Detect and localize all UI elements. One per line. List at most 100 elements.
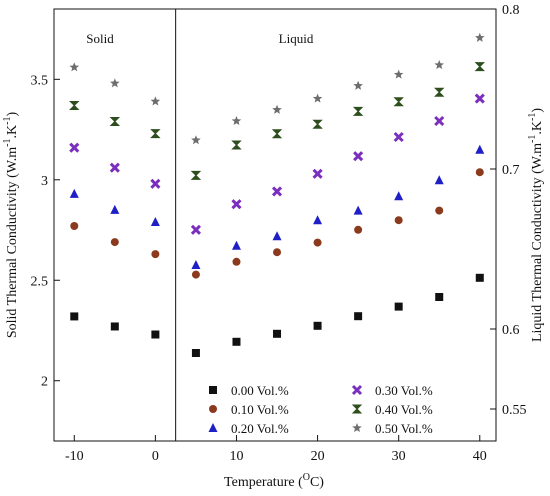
solid-point-series-2 — [151, 250, 160, 259]
liquid-point-series-3 — [313, 215, 323, 225]
y-right-tick-label: 0.55 — [502, 403, 527, 418]
legend: 0.00 Vol.% 0.10 Vol.% 0.20 Vol.% 0.30 Vol.%… — [208, 383, 433, 436]
liquid-point-series-1 — [475, 273, 484, 282]
legend-marker-4 — [351, 384, 363, 396]
x-tick-label: 30 — [392, 449, 406, 464]
liquid-point-series-5 — [434, 87, 445, 97]
solid-point-series-4 — [150, 178, 161, 189]
liquid-point-series-2 — [191, 270, 200, 279]
liquid-point-series-5 — [231, 140, 242, 150]
x-tick-label: 20 — [311, 449, 325, 464]
liquid-point-series-6 — [312, 93, 323, 103]
liquid-point-series-4 — [474, 93, 485, 104]
liquid-point-series-6 — [434, 60, 444, 70]
liquid-point-series-1 — [354, 312, 363, 321]
liquid-point-series-1 — [273, 329, 282, 338]
solid-point-series-5 — [109, 117, 121, 127]
liquid-point-series-2 — [354, 225, 363, 234]
liquid-point-series-1 — [191, 349, 200, 357]
solid-point-series-5 — [150, 129, 161, 139]
solid-point-series-2 — [110, 238, 119, 247]
liquid-point-series-3 — [231, 240, 241, 250]
y-left-tick-label: 3.5 — [31, 73, 49, 88]
solid-point-series-2 — [70, 222, 79, 231]
liquid-point-series-2 — [394, 216, 403, 225]
liquid-point-series-3 — [434, 175, 444, 185]
legend-label-4: 0.30 Vol.% — [375, 383, 433, 398]
legend-marker-2 — [209, 405, 217, 413]
y-left-tick-label: 2 — [41, 375, 48, 390]
liquid-point-series-6 — [475, 32, 485, 42]
liquid-point-series-4 — [190, 224, 201, 235]
liquid-point-series-6 — [191, 135, 201, 145]
legend-label-5: 0.40 Vol.% — [375, 402, 433, 417]
solid-point-series-4 — [69, 142, 80, 153]
y-left-tick-label: 2.5 — [31, 274, 49, 289]
solid-point-series-3 — [69, 188, 79, 198]
axis-ticks: -10 0 10 20 30 40 2 2.5 3 3.5 0.55 0.6 0.7 0.8 — [31, 3, 527, 464]
legend-marker-1 — [209, 386, 217, 394]
liquid-region-label: Liquid — [279, 31, 314, 46]
liquid-point-series-3 — [394, 191, 404, 201]
liquid-point-series-3 — [191, 260, 201, 269]
liquid-point-series-3 — [353, 205, 363, 215]
liquid-point-series-4 — [393, 131, 404, 143]
liquid-point-series-2 — [232, 257, 241, 266]
liquid-point-series-2 — [475, 168, 484, 177]
liquid-point-series-3 — [475, 144, 485, 154]
x-tick-label: 10 — [229, 449, 243, 464]
solid-point-series-1 — [70, 312, 79, 321]
liquid-point-series-6 — [272, 104, 282, 114]
solid-point-series-5 — [69, 100, 80, 110]
liquid-point-series-1 — [435, 293, 444, 301]
y-right-tick-label: 0.8 — [502, 3, 520, 18]
x-tick-label: 40 — [473, 449, 487, 464]
liquid-point-series-4 — [353, 151, 364, 162]
y-left-tick-label: 3 — [41, 174, 48, 189]
solid-point-series-6 — [110, 78, 120, 88]
x-tick-label: -10 — [65, 449, 84, 464]
y-right-tick-label: 0.6 — [502, 323, 520, 338]
legend-marker-5 — [351, 404, 363, 414]
legend-label-6: 0.50 Vol.% — [375, 421, 433, 436]
liquid-point-series-5 — [393, 97, 404, 107]
solid-point-series-3 — [150, 216, 160, 226]
y-axis-left-title: Solid Thermal Conductivity (W.m-1.K-1) — [2, 112, 20, 339]
solid-point-series-4 — [109, 162, 120, 173]
liquid-point-series-4 — [312, 168, 323, 179]
liquid-point-series-1 — [313, 321, 322, 330]
legend-marker-6 — [352, 423, 362, 433]
liquid-point-series-1 — [394, 302, 403, 311]
liquid-point-series-2 — [273, 248, 282, 257]
x-axis-title: Temperature (OC) — [224, 472, 324, 490]
liquid-point-series-5 — [190, 170, 202, 180]
legend-label-2: 0.10 Vol.% — [231, 402, 289, 417]
liquid-point-series-3 — [272, 231, 282, 241]
y-right-tick-label: 0.7 — [502, 163, 520, 178]
plot-frame — [53, 8, 497, 442]
liquid-point-series-4 — [231, 199, 242, 210]
x-tick-label: 0 — [152, 449, 159, 464]
legend-marker-3 — [208, 423, 218, 432]
liquid-point-series-5 — [352, 106, 364, 116]
data-marks — [69, 32, 485, 357]
liquid-point-series-5 — [271, 129, 283, 139]
liquid-point-series-5 — [474, 62, 485, 72]
solid-point-series-1 — [110, 322, 119, 331]
y-axis-right-title: Liquid Thermal Conductivity (W.m-1.K-1) — [527, 108, 545, 342]
liquid-point-series-2 — [435, 206, 444, 215]
solid-point-series-6 — [150, 96, 161, 106]
solid-point-series-6 — [69, 62, 80, 72]
liquid-point-series-2 — [313, 238, 322, 247]
liquid-point-series-4 — [271, 186, 283, 197]
legend-label-3: 0.20 Vol.% — [231, 421, 289, 436]
liquid-point-series-6 — [353, 80, 363, 90]
liquid-point-series-6 — [393, 69, 404, 79]
legend-label-1: 0.00 Vol.% — [231, 383, 289, 398]
solid-point-series-3 — [110, 204, 120, 214]
liquid-point-series-6 — [231, 116, 242, 126]
solid-point-series-1 — [151, 330, 160, 339]
liquid-point-series-1 — [232, 337, 241, 346]
liquid-point-series-4 — [434, 115, 445, 127]
